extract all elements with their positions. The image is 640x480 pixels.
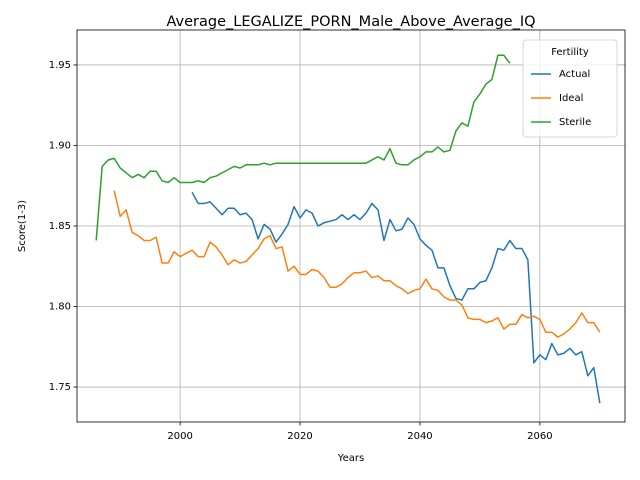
y-tick-label: 1.95	[49, 60, 71, 71]
x-axis-label: Years	[337, 453, 364, 464]
series-line	[113, 190, 601, 338]
series-line	[191, 191, 601, 404]
legend-label: Sterile	[559, 117, 591, 128]
chart-title: Average_LEGALIZE_PORN_Male_Above_Average…	[166, 14, 535, 30]
x-tick-label: 2060	[527, 431, 552, 442]
series-line	[95, 54, 511, 241]
y-tick-label: 1.80	[49, 302, 71, 313]
y-tick-label: 1.85	[49, 221, 71, 232]
legend-label: Actual	[559, 69, 590, 80]
legend-title: Fertility	[551, 47, 589, 58]
x-tick-label: 2020	[287, 431, 312, 442]
legend: Fertility Actual Ideal Sterile	[522, 39, 618, 138]
y-axis-label: Score(1-3)	[17, 200, 28, 252]
y-tick-label: 1.90	[49, 140, 71, 151]
legend-label: Ideal	[559, 93, 583, 104]
x-tick-label: 2000	[167, 431, 192, 442]
legend-box	[522, 39, 618, 138]
y-tick-label: 1.75	[49, 382, 71, 393]
plot-lines	[95, 54, 601, 404]
x-tick-label: 2040	[407, 431, 432, 442]
